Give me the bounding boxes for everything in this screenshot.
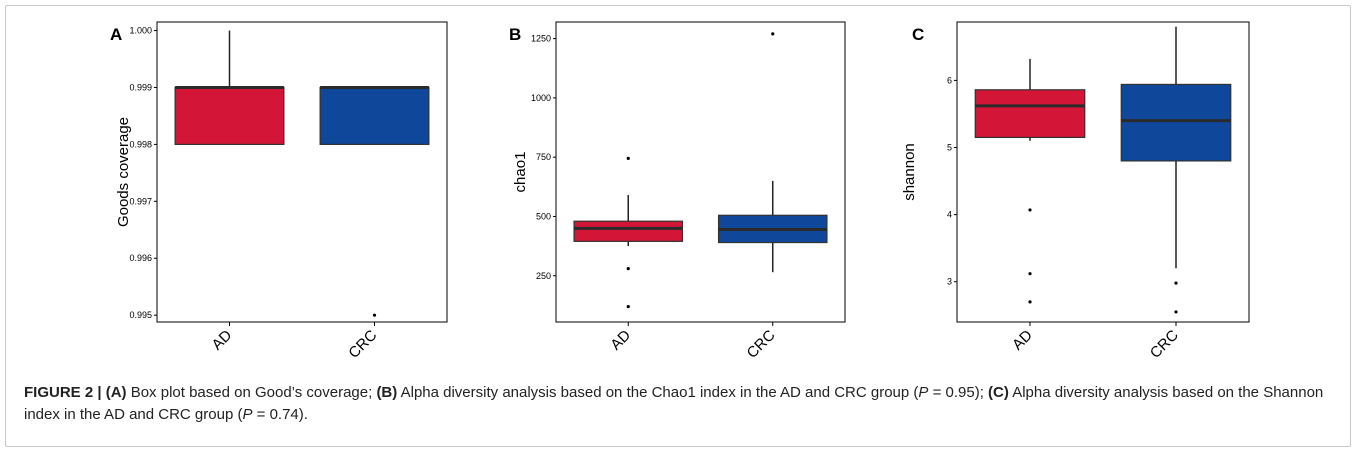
outlier-point — [626, 304, 630, 309]
box-body — [319, 86, 430, 145]
y-tick-label: 5 — [947, 143, 952, 153]
x-tick-label: CRC — [1147, 327, 1182, 362]
x-tick-label: CRC — [744, 327, 779, 362]
box-body — [174, 86, 285, 145]
box-ad — [174, 30, 285, 145]
outlier-point — [626, 156, 630, 160]
y-axis-title: chao1 — [512, 152, 529, 193]
panel-label: A — [110, 25, 122, 44]
y-tick-label: 4 — [947, 210, 952, 220]
caption-label-a: (A) — [105, 384, 127, 401]
y-tick-label: 6 — [947, 75, 952, 85]
box-ad — [573, 156, 684, 309]
y-axis-title: Goods coverage — [115, 117, 132, 227]
y-tick-label: 0.995 — [129, 310, 152, 320]
box-ad — [974, 58, 1086, 304]
y-tick-label: 1.000 — [129, 26, 152, 36]
outlier-point — [1174, 281, 1178, 285]
panel-label: B — [509, 25, 521, 44]
caption-text-c: Alpha diversity analysis based on the Sh… — [24, 384, 1324, 423]
outlier-point — [771, 32, 775, 36]
x-tick-label: AD — [607, 327, 634, 354]
y-tick-label: 0.997 — [129, 196, 152, 206]
outlier-point — [1174, 310, 1178, 314]
y-tick-label: 0.998 — [129, 139, 152, 149]
plot-border — [956, 21, 1250, 323]
panel-label: C — [912, 25, 924, 44]
y-tick-label: 1000 — [531, 93, 551, 103]
caption-p-value-b: = 0.95); — [928, 384, 989, 401]
y-axis-title: shannon — [901, 143, 918, 201]
caption-p-symbol-c: P — [242, 406, 253, 423]
caption-label-b: (B) — [376, 384, 398, 401]
box-crc — [717, 32, 828, 273]
chart-panel-a: A Goods coverage 0.995 0.996 0.997 0.998 0.999… — [110, 21, 448, 362]
y-tick-label: 750 — [536, 152, 551, 162]
y-tick-label: 0.996 — [129, 253, 152, 263]
caption-text-b: Alpha diversity analysis based on the Ch… — [397, 384, 919, 401]
box-body — [1120, 83, 1232, 162]
y-tick-label: 250 — [536, 271, 551, 281]
outlier-point — [1028, 300, 1032, 304]
outlier-point — [372, 313, 377, 317]
y-tick-label: 0.999 — [129, 82, 152, 92]
figure-caption: FIGURE 2 | (A) Box plot based on Good’s … — [24, 382, 1334, 426]
caption-p-symbol-b: P — [918, 384, 929, 401]
outlier-point — [626, 267, 630, 271]
caption-p-value-c: = 0.74). — [252, 406, 308, 423]
y-tick-label: 500 — [536, 211, 551, 221]
x-tick-label: AD — [209, 327, 236, 354]
outlier-point — [1028, 272, 1032, 276]
box-body — [974, 89, 1086, 139]
y-tick-label: 1250 — [531, 34, 551, 44]
box-body — [573, 220, 684, 242]
caption-text-a: Box plot based on Good’s coverage; — [126, 384, 377, 401]
figure-charts: A Goods coverage 0.995 0.996 0.997 0.998 0.999… — [110, 21, 1250, 362]
box-crc — [1120, 26, 1232, 314]
outlier-point — [1028, 208, 1032, 212]
figure-frame — [5, 5, 1351, 447]
y-tick-label: 3 — [947, 277, 952, 287]
caption-label-c: (C) — [988, 384, 1009, 401]
plot-border — [555, 21, 846, 323]
x-tick-label: CRC — [345, 327, 380, 362]
plot-border — [156, 21, 448, 323]
x-tick-label: AD — [1009, 327, 1036, 354]
box-crc — [319, 85, 430, 317]
caption-lead: FIGURE 2 | — [24, 384, 106, 401]
